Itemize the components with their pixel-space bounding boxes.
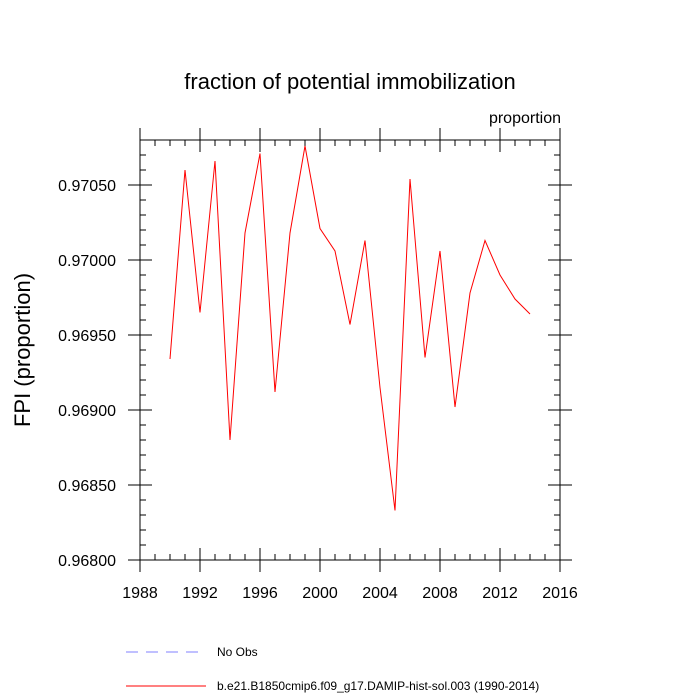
- y-tick-label: 0.97000: [58, 253, 116, 270]
- plot-frame: [139, 139, 561, 561]
- x-tick-label: 2008: [422, 585, 458, 602]
- y-axis: 0.96800 0.96850 0.96900 0.96950 0.97000 0.970…: [58, 139, 572, 570]
- x-tick-label: 1996: [242, 585, 278, 602]
- legend-label-no-obs: No Obs: [217, 645, 258, 659]
- units-label: proportion: [489, 110, 561, 127]
- y-tick-label: 0.97050: [58, 178, 116, 195]
- y-tick-label: 0.96850: [58, 478, 116, 495]
- x-tick-label: 2004: [362, 585, 398, 602]
- chart-title: fraction of potential immobilization: [184, 69, 515, 94]
- x-tick-label: 1992: [182, 585, 218, 602]
- x-tick-label: 2000: [302, 585, 338, 602]
- series-layer: [169, 145, 531, 511]
- x-axis: 1988 1992 1996 2000 2004 2008 2012 2016: [122, 128, 578, 602]
- legend-label-model: b.e21.B1850cmip6.f09_g17.DAMIP-hist-sol.…: [217, 679, 539, 693]
- y-tick-label: 0.96800: [58, 553, 116, 570]
- x-tick-label: 2016: [542, 585, 578, 602]
- series-line: [169, 145, 531, 511]
- y-tick-label: 0.96950: [58, 328, 116, 345]
- x-tick-label: 2012: [482, 585, 518, 602]
- legend: No Obs b.e21.B1850cmip6.f09_g17.DAMIP-hi…: [126, 645, 539, 693]
- y-axis-label: FPI (proportion): [10, 273, 35, 427]
- y-tick-label: 0.96900: [58, 403, 116, 420]
- x-tick-label: 1988: [122, 585, 158, 602]
